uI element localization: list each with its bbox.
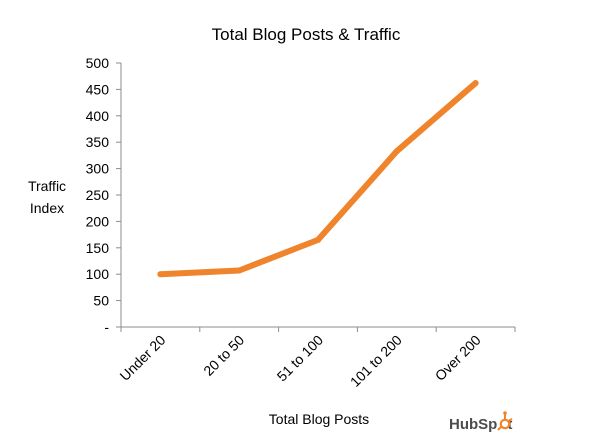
data-point	[236, 267, 243, 274]
series-layer	[157, 80, 479, 278]
data-point	[472, 80, 479, 87]
y-tick-label: 150	[86, 240, 110, 256]
hubspot-logo: HubSp t	[449, 411, 513, 433]
y-tick-label: 100	[86, 266, 110, 282]
chart-title: Total Blog Posts & Traffic	[212, 25, 401, 44]
y-tick-label: 300	[86, 161, 110, 177]
hubspot-logo-text: HubSp t	[449, 416, 512, 433]
x-tick-label: Under 20	[116, 332, 168, 384]
data-point	[315, 236, 321, 243]
y-axis-ticks: - 50 100 150 200 250 300 350 400 450 500	[86, 55, 121, 335]
hubspot-logo-text-main: HubSp	[449, 416, 497, 433]
y-axis-label-line-1: Traffic	[28, 178, 66, 194]
x-tick-label: Over 200	[432, 332, 484, 384]
x-axis-ticks: Under 20 20 to 50 51 to 100 101 to 200 Over …	[116, 327, 516, 390]
x-tick-label: 101 to 200	[347, 332, 405, 390]
y-tick-label: -	[104, 319, 109, 335]
axes	[120, 63, 515, 328]
y-axis-label-line-2: Index	[30, 200, 64, 216]
data-point	[157, 271, 164, 278]
x-axis-label: Total Blog Posts	[269, 411, 369, 427]
x-tick-label: 51 to 100	[274, 332, 327, 385]
y-tick-label: 450	[86, 81, 110, 97]
y-tick-label: 200	[86, 213, 110, 229]
y-tick-label: 500	[86, 55, 110, 71]
y-tick-label: 250	[86, 187, 110, 203]
sprocket-icon	[497, 411, 513, 431]
data-point	[393, 148, 400, 155]
series-line	[157, 80, 479, 278]
y-tick-label: 350	[86, 134, 110, 150]
x-tick-label: 20 to 50	[200, 332, 247, 379]
y-tick-label: 400	[86, 108, 110, 124]
y-tick-label: 50	[93, 293, 109, 309]
